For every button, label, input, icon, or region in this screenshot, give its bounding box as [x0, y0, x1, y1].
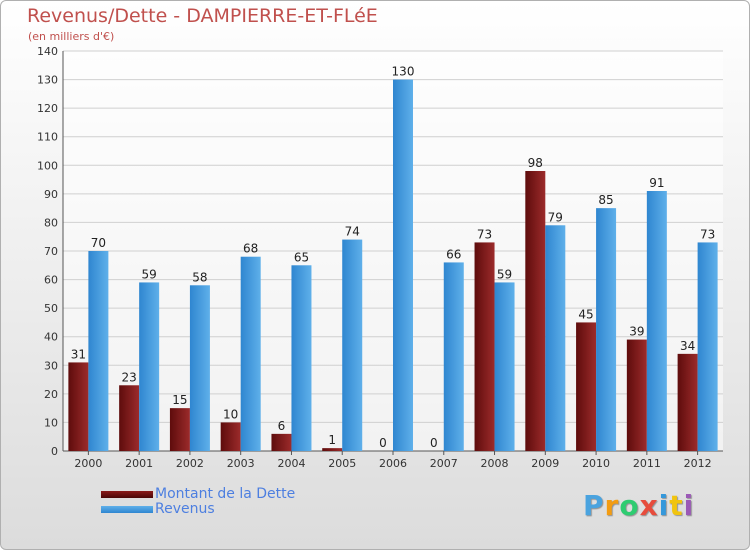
revenue-value-label: 130: [392, 65, 415, 79]
debt-value-label: 98: [528, 156, 543, 170]
revenue-bar: [240, 256, 261, 451]
y-tick-label: 20: [44, 388, 58, 401]
debt-value-label: 73: [477, 227, 492, 241]
logo-letter: x: [639, 489, 659, 522]
revenue-value-label: 58: [192, 270, 207, 284]
debt-bar: [677, 353, 698, 451]
revenue-value-label: 66: [446, 247, 461, 261]
revenue-value-label: 70: [91, 236, 106, 250]
x-tick-label: 2003: [227, 457, 255, 470]
y-tick-label: 90: [44, 188, 58, 201]
logo-letter: t: [669, 489, 684, 522]
debt-bar: [525, 171, 546, 451]
y-tick-label: 110: [37, 131, 58, 144]
debt-bar: [626, 339, 647, 451]
revenue-bar: [646, 191, 667, 451]
legend-label-debt: Montant de la Dette: [155, 486, 296, 502]
x-tick-label: 2010: [582, 457, 610, 470]
y-tick-label: 100: [37, 159, 58, 172]
debt-bar: [220, 422, 241, 451]
revenue-bar: [88, 251, 109, 451]
y-tick-label: 70: [44, 245, 58, 258]
x-tick-label: 2009: [531, 457, 559, 470]
logo-letter: P: [583, 489, 605, 522]
logo-letter: r: [604, 489, 620, 522]
revenue-value-label: 85: [598, 193, 613, 207]
y-tick-label: 60: [44, 274, 58, 287]
debt-value-label: 34: [680, 339, 695, 353]
x-tick-label: 2011: [633, 457, 661, 470]
logo-letter: i: [658, 489, 670, 522]
debt-bar: [68, 362, 89, 451]
debt-value-label: 1: [328, 433, 336, 447]
revenue-value-label: 91: [649, 176, 664, 190]
revenue-bar: [291, 265, 312, 451]
y-tick-label: 130: [37, 74, 58, 87]
revenue-bar: [443, 262, 464, 451]
x-tick-label: 2012: [684, 457, 712, 470]
debt-value-label: 45: [578, 307, 593, 321]
debt-value-label: 6: [278, 419, 286, 433]
revenue-bar: [494, 282, 515, 451]
logo-letter: o: [619, 489, 640, 522]
revenue-value-label: 74: [345, 225, 360, 239]
debt-value-label: 0: [379, 436, 387, 450]
debt-bar: [119, 385, 140, 451]
x-tick-label: 2004: [277, 457, 305, 470]
debt-value-label: 15: [172, 393, 187, 407]
y-tick-label: 40: [44, 331, 58, 344]
x-tick-label: 2006: [379, 457, 407, 470]
debt-bar: [271, 433, 292, 451]
revenue-bar: [189, 285, 210, 451]
revenue-value-label: 65: [294, 250, 309, 264]
debt-bar: [322, 448, 343, 451]
y-tick-label: 140: [37, 45, 58, 58]
debt-value-label: 39: [629, 325, 644, 339]
legend-swatch-revenue: [101, 506, 153, 513]
y-tick-label: 80: [44, 216, 58, 229]
revenue-value-label: 59: [497, 267, 512, 281]
y-tick-label: 50: [44, 302, 58, 315]
revenue-bar: [393, 79, 413, 452]
legend-swatch-debt: [101, 491, 153, 498]
x-tick-label: 2000: [74, 457, 102, 470]
y-tick-label: 0: [51, 445, 58, 458]
debt-bar: [576, 322, 597, 451]
debt-value-label: 23: [122, 370, 137, 384]
debt-value-label: 10: [223, 407, 238, 421]
chart-subtitle: (en milliers d'€): [28, 30, 115, 43]
logo-letter: i: [683, 489, 695, 522]
debt-value-label: 0: [430, 436, 438, 450]
x-tick-label: 2002: [176, 457, 204, 470]
revenue-value-label: 59: [142, 267, 157, 281]
revenue-value-label: 73: [700, 227, 715, 241]
debt-value-label: 31: [71, 347, 86, 361]
x-tick-label: 2008: [481, 457, 509, 470]
revenue-value-label: 68: [243, 242, 258, 256]
chart-title: Revenus/Dette - DAMPIERRE-ET-FLéE: [27, 5, 378, 27]
revenue-bar: [697, 242, 718, 451]
x-tick-label: 2007: [430, 457, 458, 470]
debt-bar: [169, 408, 190, 451]
y-tick-label: 10: [44, 416, 58, 429]
revenue-bar: [545, 225, 566, 451]
x-tick-label: 2005: [328, 457, 356, 470]
x-tick-label: 2001: [125, 457, 153, 470]
proxiti-logo: Proxiti: [583, 489, 694, 522]
debt-bar: [474, 242, 495, 451]
revenue-bar: [342, 239, 363, 451]
y-tick-label: 120: [37, 102, 58, 115]
revenue-bar: [139, 282, 160, 451]
legend-label-revenue: Revenus: [155, 501, 215, 517]
revenue-value-label: 79: [548, 210, 563, 224]
revenue-bar: [596, 208, 617, 451]
y-tick-label: 30: [44, 359, 58, 372]
